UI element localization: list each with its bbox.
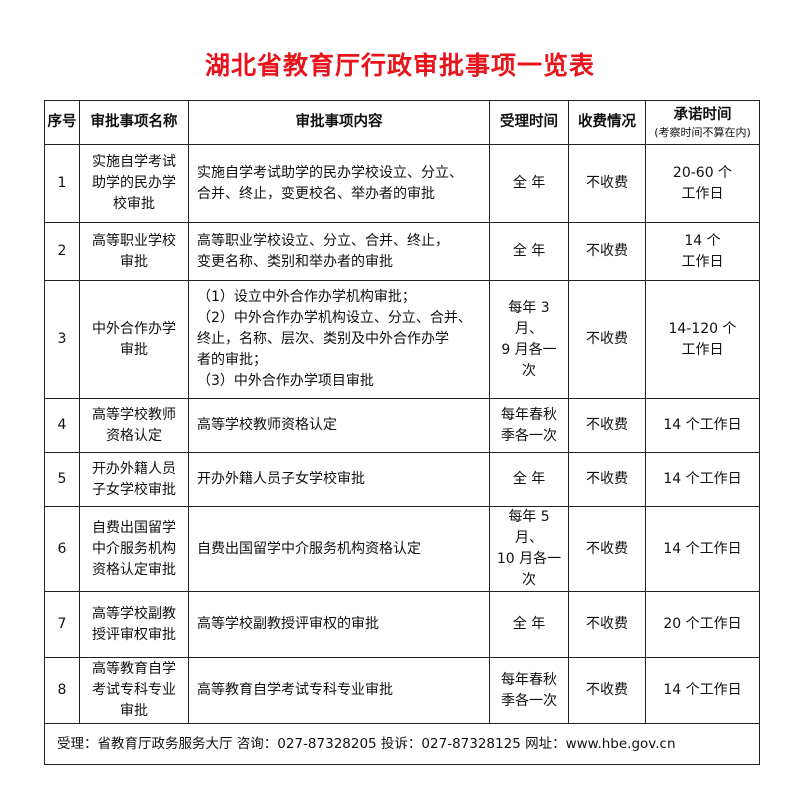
row-content: 开办外籍人员子女学校审批 xyxy=(188,452,490,507)
table-row: 7 高等学校副教 授评审权审批 高等学校副教授评审权的审批全 年不收费 20 个工作日 xyxy=(44,591,760,658)
row-promise: 14 个工作日 xyxy=(645,452,760,507)
table-row: 4 高等学校教师 资格认定 高等学校教师资格认定 每年春秋 季各一次 不收费 14 个工作… xyxy=(44,398,760,453)
footer-row: 受理：省教育厅政务服务大厅 咨询：027-87328205 投诉：027-873… xyxy=(44,723,760,765)
header-accept-time: 受理时间 xyxy=(489,100,569,145)
row-seq: 4 xyxy=(44,398,80,453)
row-accept-time: 每年 3 月、 9 月各一 次 xyxy=(489,280,569,399)
row-accept-time: 全 年 xyxy=(489,144,569,223)
table-row: 5 开办外籍人员 子女学校审批 开办外籍人员子女学校审批全 年不收费 14 个工作日 xyxy=(44,452,760,507)
header-seq: 序号 xyxy=(44,100,80,145)
row-fee: 不收费 xyxy=(568,222,646,281)
row-content: 实施自学考试助学的民办学校设立、分立、 合并、终止，变更校名、举办者的审批 xyxy=(188,144,490,223)
header-fee: 收费情况 xyxy=(568,100,646,145)
row-name: 开办外籍人员 子女学校审批 xyxy=(79,452,189,507)
footer-contact-info: 受理：省教育厅政务服务大厅 咨询：027-87328205 投诉：027-873… xyxy=(44,723,760,765)
row-seq: 7 xyxy=(44,591,80,658)
row-content: （1）设立中外合作办学机构审批； （2）中外合作办学机构设立、分立、合并、 终止… xyxy=(188,280,490,399)
row-content: 自费出国留学中介服务机构资格认定 xyxy=(188,506,490,592)
row-accept-time: 每年春秋 季各一次 xyxy=(489,657,569,724)
table-row: 6 自费出国留学 中介服务机构 资格认定审批 自费出国留学中介服务机构资格认定 每年 … xyxy=(44,506,760,592)
row-name: 高等职业学校 审批 xyxy=(79,222,189,281)
row-promise: 14 个工作日 xyxy=(645,398,760,453)
row-name: 自费出国留学 中介服务机构 资格认定审批 xyxy=(79,506,189,592)
row-seq: 2 xyxy=(44,222,80,281)
row-fee: 不收费 xyxy=(568,452,646,507)
row-accept-time: 每年 5 月、 10 月各一 次 xyxy=(489,506,569,592)
row-accept-time: 全 年 xyxy=(489,591,569,658)
table-header-row: 序号 审批事项名称 审批事项内容 受理时间 收费情况 承诺时间 (考察时间不算在内… xyxy=(44,100,760,145)
table-row: 1 实施自学考试 助学的民办学 校审批 实施自学考试助学的民办学校设立、分立、 合并… xyxy=(44,144,760,223)
approval-items-table: 序号 审批事项名称 审批事项内容 受理时间 收费情况 承诺时间 (考察时间不算在内… xyxy=(44,100,760,765)
table-row: 8 高等教育自学 考试专科专业 审批 高等教育自学考试专科专业审批 每年春秋 季各一次… xyxy=(44,657,760,724)
row-name: 中外合作办学 审批 xyxy=(79,280,189,399)
header-promise: 承诺时间 (考察时间不算在内) xyxy=(645,100,760,145)
row-seq: 6 xyxy=(44,506,80,592)
row-promise: 14 个 工作日 xyxy=(645,222,760,281)
row-promise: 14-120 个 工作日 xyxy=(645,280,760,399)
row-accept-time: 全 年 xyxy=(489,222,569,281)
header-content: 审批事项内容 xyxy=(188,100,490,145)
row-seq: 1 xyxy=(44,144,80,223)
row-content: 高等职业学校设立、分立、合并、终止， 变更名称、类别和举办者的审批 xyxy=(188,222,490,281)
row-fee: 不收费 xyxy=(568,591,646,658)
row-name: 高等教育自学 考试专科专业 审批 xyxy=(79,657,189,724)
header-promise-label: 承诺时间 xyxy=(673,107,732,123)
row-accept-time: 每年春秋 季各一次 xyxy=(489,398,569,453)
row-seq: 3 xyxy=(44,280,80,399)
row-fee: 不收费 xyxy=(568,506,646,592)
row-promise: 20 个工作日 xyxy=(645,591,760,658)
row-fee: 不收费 xyxy=(568,657,646,724)
row-seq: 8 xyxy=(44,657,80,724)
row-promise: 14 个工作日 xyxy=(645,506,760,592)
row-content: 高等学校教师资格认定 xyxy=(188,398,490,453)
table-row: 2 高等职业学校 审批 高等职业学校设立、分立、合并、终止， 变更名称、类别和举办者… xyxy=(44,222,760,281)
row-seq: 5 xyxy=(44,452,80,507)
table-row: 3 中外合作办学 审批 （1）设立中外合作办学机构审批； （2）中外合作办学机构设立… xyxy=(44,280,760,399)
row-promise: 14 个工作日 xyxy=(645,657,760,724)
header-promise-note: (考察时间不算在内) xyxy=(654,126,751,139)
row-content: 高等教育自学考试专科专业审批 xyxy=(188,657,490,724)
row-content: 高等学校副教授评审权的审批 xyxy=(188,591,490,658)
row-name: 高等学校教师 资格认定 xyxy=(79,398,189,453)
row-fee: 不收费 xyxy=(568,280,646,399)
row-name: 实施自学考试 助学的民办学 校审批 xyxy=(79,144,189,223)
header-name: 审批事项名称 xyxy=(79,100,189,145)
row-name: 高等学校副教 授评审权审批 xyxy=(79,591,189,658)
page-title: 湖北省教育厅行政审批事项一览表 xyxy=(204,51,595,80)
row-fee: 不收费 xyxy=(568,144,646,223)
row-accept-time: 全 年 xyxy=(489,452,569,507)
row-fee: 不收费 xyxy=(568,398,646,453)
row-promise: 20-60 个 工作日 xyxy=(645,144,760,223)
